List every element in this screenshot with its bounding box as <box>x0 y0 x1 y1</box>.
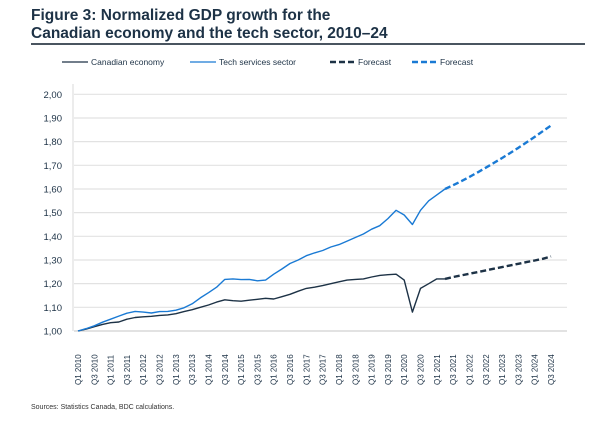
series-line-2 <box>77 188 446 332</box>
x-tick-label: Q3 2019 <box>384 354 393 385</box>
series-line-4 <box>444 124 552 191</box>
x-tick-label: Q3 2021 <box>449 354 458 385</box>
x-tick-label: Q3 2012 <box>156 354 165 385</box>
y-tick-label: 1,60 <box>44 184 63 195</box>
x-tick-label: Q3 2013 <box>188 354 197 385</box>
y-tick-label: 1,20 <box>44 279 63 290</box>
y-tick-label: 2,00 <box>44 90 63 101</box>
y-tick-label: 1,00 <box>44 327 63 338</box>
legend-label: Forecast <box>358 57 392 67</box>
x-tick-label: Q1 2017 <box>302 354 311 385</box>
x-tick-label: Q3 2022 <box>482 354 491 385</box>
legend-label: Tech services sector <box>219 57 296 67</box>
y-tick-label: 1,30 <box>44 255 63 266</box>
x-tick-label: Q1 2020 <box>400 354 409 385</box>
x-tick-label: Q1 2015 <box>237 354 246 385</box>
x-tick-label: Q3 2024 <box>547 354 556 385</box>
x-tick-label: Q1 2023 <box>498 354 507 385</box>
title-line-1: Figure 3: Normalized GDP growth for the <box>31 7 331 24</box>
x-tick-label: Q1 2012 <box>139 354 148 385</box>
x-tick-label: Q1 2021 <box>433 354 442 385</box>
x-tick-label: Q1 2013 <box>172 354 181 385</box>
x-tick-label: Q1 2018 <box>335 354 344 385</box>
x-tick-label: Q3 2011 <box>123 354 132 385</box>
x-tick-label: Q1 2014 <box>204 354 213 385</box>
source-note: Sources: Statistics Canada, BDC calculat… <box>31 404 175 411</box>
x-tick-label: Q3 2015 <box>253 354 262 385</box>
title-line-2: Canadian economy and the tech sector, 20… <box>31 25 388 42</box>
y-tick-label: 1,80 <box>44 137 63 148</box>
x-tick-label: Q3 2010 <box>90 354 99 385</box>
y-tick-label: 1,90 <box>44 113 63 124</box>
y-tick-label: 1,70 <box>44 161 63 172</box>
x-tick-label: Q3 2020 <box>417 354 426 385</box>
x-tick-label: Q3 2016 <box>286 354 295 385</box>
legend-label: Canadian economy <box>91 57 165 67</box>
series-line-1 <box>77 273 445 332</box>
x-tick-label: Q3 2023 <box>514 354 523 385</box>
y-tick-label: 1,10 <box>44 303 63 314</box>
x-tick-label: Q1 2024 <box>531 354 540 385</box>
x-tick-label: Q1 2022 <box>465 354 474 385</box>
x-tick-label: Q3 2014 <box>221 354 230 385</box>
y-tick-label: 1,50 <box>44 208 63 219</box>
chart-title: Figure 3: Normalized GDP growth for the … <box>31 7 388 43</box>
y-tick-label: 1,40 <box>44 232 63 243</box>
title-divider <box>31 43 585 45</box>
x-tick-label: Q1 2011 <box>107 354 116 385</box>
series-line-3 <box>444 255 552 281</box>
x-tick-label: Q1 2019 <box>368 354 377 385</box>
legend-label: Forecast <box>440 57 474 67</box>
x-tick-label: Q1 2016 <box>270 354 279 385</box>
x-tick-label: Q3 2017 <box>319 354 328 385</box>
x-tick-label: Q1 2010 <box>74 354 83 385</box>
x-tick-label: Q3 2018 <box>351 354 360 385</box>
